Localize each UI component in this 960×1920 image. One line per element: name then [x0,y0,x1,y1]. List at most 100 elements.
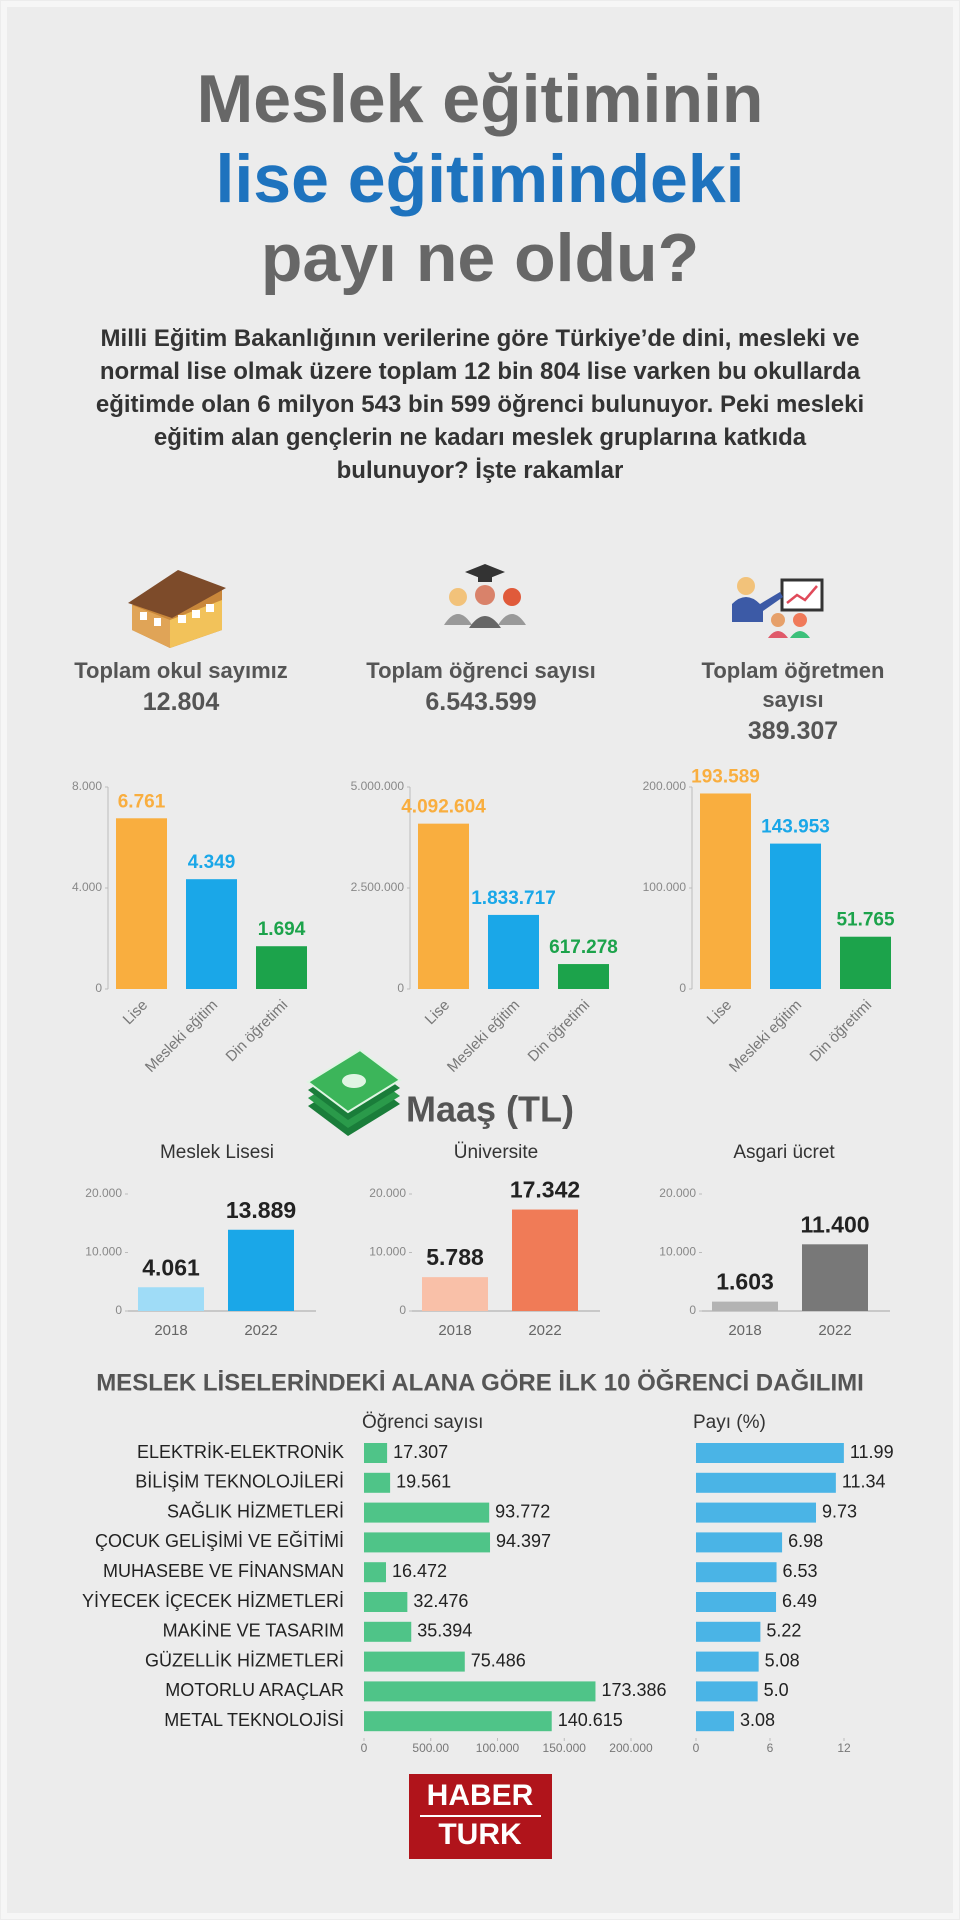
title-line: payı ne oldu? [261,220,699,296]
bar [696,1621,761,1642]
value-label: 94.397 [496,1531,551,1551]
category-label: MUHASEBE VE FİNANSMAN [103,1561,344,1581]
bar [770,843,821,989]
bar [696,1443,844,1463]
value-label: 17.342 [510,1177,580,1203]
value-label: 93.772 [495,1501,550,1521]
y-tick-label: 10.000 [369,1245,406,1259]
y-tick-label: 5.000.000 [351,779,405,793]
stat: Toplam öğrenci sayısı 6.543.599 [366,656,596,717]
value-label: 16.472 [392,1561,447,1581]
y-tick-label: 0 [115,1303,122,1317]
stat: Toplam okul sayımız 12.804 [66,656,296,717]
value-label: 173.386 [601,1680,666,1700]
stat-value: 12.804 [142,688,220,716]
bar [696,1681,758,1702]
y-tick-label: 10.000 [659,1245,696,1259]
value-label: 6.49 [782,1591,817,1611]
value-label: 4.349 [188,852,236,873]
stat-value: 389.307 [747,717,839,745]
value-label: 75.486 [471,1650,526,1670]
bar [558,964,609,989]
bar [696,1472,836,1493]
value-label: 5.0 [764,1680,789,1700]
category-label: METAL TEKNOLOJİSİ [164,1710,344,1730]
stat-value: 6.543.599 [425,688,537,716]
title-line: Meslek eğitiminin [197,61,764,137]
bar [422,1277,488,1311]
y-tick-label: 0 [399,1303,406,1317]
y-tick-label: 200.000 [643,779,687,793]
x-tick-label: 500.00 [412,1741,449,1755]
x-tick-label: 2018 [154,1322,187,1339]
bar [696,1651,759,1672]
value-label: 4.092.604 [401,797,486,818]
money-icon [306,1048,402,1136]
bar [488,914,539,989]
y-tick-label: 8.000 [72,779,102,793]
x-tick-label: 2018 [728,1322,761,1339]
y-tick-label: 0 [679,981,686,995]
y-tick-label: 20.000 [85,1186,122,1200]
y-tick-label: 20.000 [659,1186,696,1200]
bar [228,1229,294,1311]
x-tick-label: 2022 [818,1322,851,1339]
x-tick-label: 0 [361,1741,368,1755]
students-icon [444,564,526,628]
title-line: lise eğitimindeki [215,141,744,217]
value-label: 35.394 [417,1621,472,1641]
chart-title: Öğrenci sayısı [362,1412,483,1433]
category-label: SAĞLIK HİZMETLERİ [167,1500,344,1521]
x-tick-label: 100.000 [476,1741,520,1755]
school-icon [128,570,226,648]
x-tick-label: 12 [837,1741,851,1755]
value-label: 1.833.717 [471,888,556,909]
teacher-icon [732,577,824,638]
value-label: 6.761 [118,791,166,812]
bar [512,1209,578,1311]
intro: Milli Eğitim Bakanlığının verilerine gör… [95,325,865,484]
value-label: 32.476 [413,1591,468,1611]
value-label: 11.400 [800,1211,869,1237]
bar [802,1244,868,1311]
logo-text: HABER [427,1779,534,1812]
value-label: 19.561 [396,1472,451,1492]
bar [186,879,237,989]
logo-text: TURK [438,1818,522,1851]
bar [364,1472,391,1493]
category-label: YİYECEK İÇECEK HİZMETLERİ [82,1591,344,1611]
value-label: 11.34 [842,1472,886,1492]
bar [712,1301,778,1311]
x-tick-label: 150.000 [543,1741,587,1755]
value-label: 5.22 [766,1621,801,1641]
value-label: 3.08 [740,1710,775,1730]
bar [696,1592,777,1612]
chart-title: Asgari ücret [733,1142,835,1163]
y-tick-label: 0 [95,981,102,995]
category-label: ELEKTRİK-ELEKTRONİK [137,1442,344,1462]
y-tick-label: 100.000 [643,880,687,894]
bar [364,1502,490,1523]
value-label: 193.589 [691,766,760,787]
value-label: 9.73 [822,1501,857,1521]
y-tick-label: 20.000 [369,1186,406,1200]
y-tick-label: 0 [689,1303,696,1317]
y-tick-label: 10.000 [85,1245,122,1259]
bar [364,1711,552,1732]
chart-title: Payı (%) [693,1412,766,1433]
stat: Toplam öğretmen sayısı 389.307 [678,656,908,746]
chart-title: Üniversite [454,1142,538,1163]
bar [696,1711,734,1732]
bar [696,1532,783,1553]
value-label: 11.99 [850,1442,894,1462]
value-label: 5.08 [765,1650,800,1670]
logo: HABER TURK [409,1774,552,1859]
bar [364,1681,596,1702]
distribution-title: MESLEK LİSELERİNDEKİ ALANA GÖRE İLK 10 Ö… [96,1368,864,1396]
value-label: 51.765 [836,910,895,931]
bar [364,1651,465,1672]
